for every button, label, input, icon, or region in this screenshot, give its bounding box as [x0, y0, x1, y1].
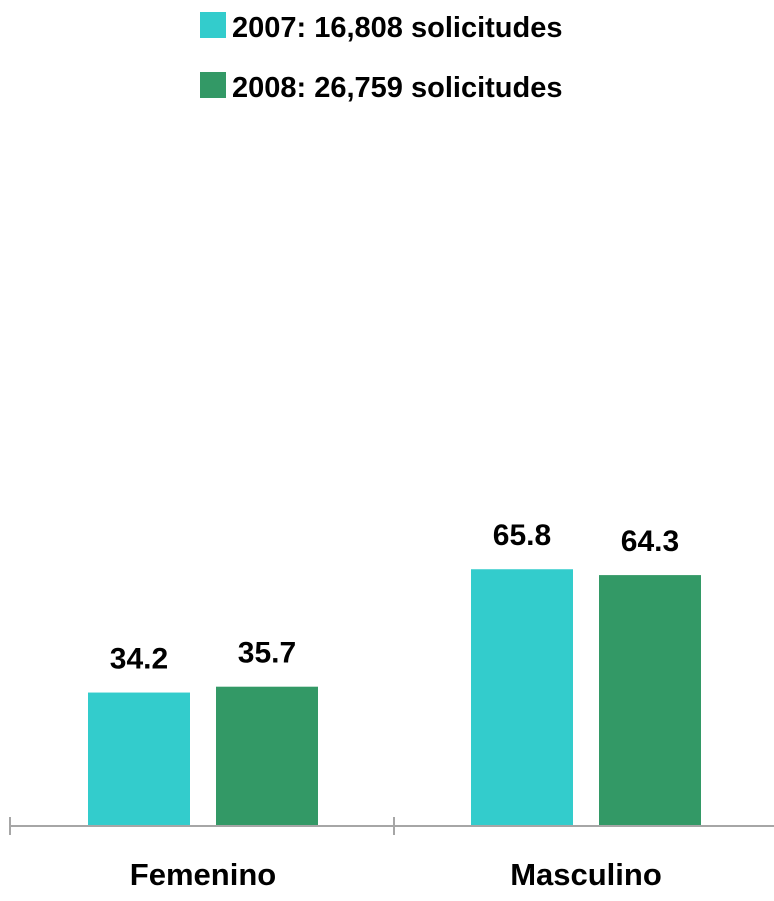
legend-swatch-2 [200, 72, 226, 98]
legend-label-1: 2007: 16,808 solicitudes [232, 12, 562, 44]
value-label-femenino-series-2: 35.7 [238, 637, 296, 670]
bar-masculino-series-2 [599, 575, 701, 826]
category-label-femenino: Femenino [130, 857, 276, 892]
bar-femenino-series-1 [88, 692, 190, 826]
x-axis [9, 817, 774, 835]
bars [88, 569, 701, 826]
category-label-masculino: Masculino [510, 857, 662, 892]
value-labels: 34.2 35.7 65.8 64.3 [110, 519, 679, 675]
legend-label-2: 2008: 26,759 solicitudes [232, 72, 562, 104]
bar-masculino-series-1 [471, 569, 573, 826]
category-labels: Femenino Masculino [130, 857, 662, 892]
value-label-masculino-series-1: 65.8 [493, 519, 551, 552]
legend-swatch-1 [200, 12, 226, 38]
bar-femenino-series-2 [216, 686, 318, 826]
legend: 2007: 16,808 solicitudes 2008: 26,759 sol… [200, 12, 562, 104]
value-label-femenino-series-1: 34.2 [110, 643, 168, 676]
value-label-masculino-series-2: 64.3 [621, 525, 679, 558]
